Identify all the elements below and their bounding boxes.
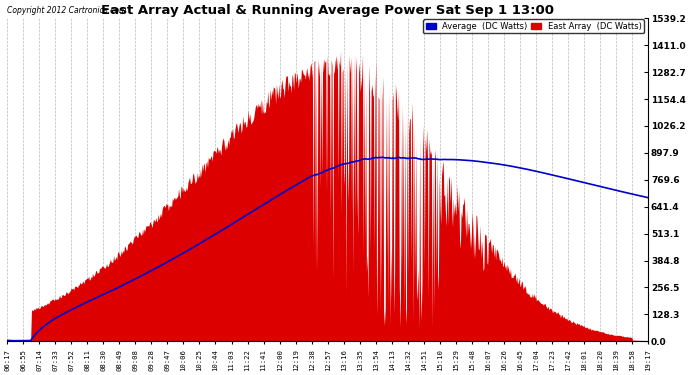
Legend: Average  (DC Watts), East Array  (DC Watts): Average (DC Watts), East Array (DC Watts… [423,19,644,33]
Text: Copyright 2012 Cartronics.com: Copyright 2012 Cartronics.com [7,6,126,15]
Title: East Array Actual & Running Average Power Sat Sep 1 13:00: East Array Actual & Running Average Powe… [101,4,554,17]
